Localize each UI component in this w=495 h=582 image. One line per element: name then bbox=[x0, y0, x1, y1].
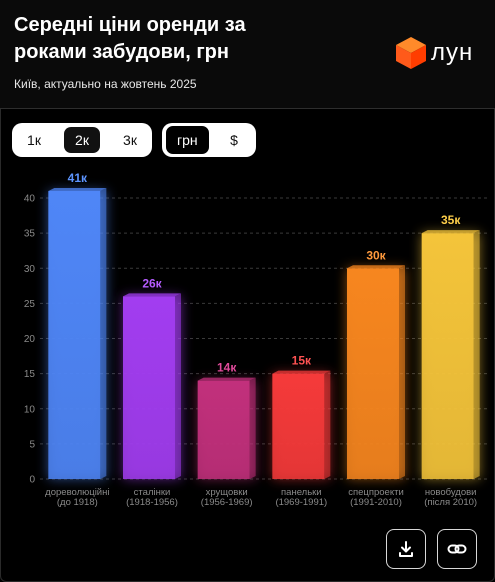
bar-side bbox=[175, 293, 181, 479]
toggle-2k[interactable]: 2к bbox=[64, 127, 100, 153]
download-icon bbox=[396, 539, 416, 559]
currency-toggle: грн $ bbox=[162, 123, 256, 157]
x-tick-label: (1956-1969) bbox=[201, 497, 253, 508]
y-tick-label: 10 bbox=[24, 404, 36, 415]
bar-value-label: 30к bbox=[366, 248, 386, 262]
bar-value-label: 35к bbox=[441, 213, 461, 227]
bar bbox=[123, 296, 175, 479]
bar-side bbox=[474, 230, 480, 479]
y-tick-label: 30 bbox=[24, 264, 36, 275]
x-tick-label: (1918-1956) bbox=[126, 497, 178, 508]
bar-top bbox=[123, 293, 181, 296]
bar-value-label: 15к bbox=[292, 354, 312, 368]
toggle-uah[interactable]: грн bbox=[166, 126, 209, 154]
bar-side bbox=[324, 371, 330, 479]
y-tick-label: 25 bbox=[24, 299, 36, 310]
logo-text: лун bbox=[431, 39, 473, 67]
toggle-3k[interactable]: 3к bbox=[112, 127, 148, 153]
bar-side bbox=[100, 188, 106, 479]
bar-side bbox=[250, 378, 256, 479]
bar-value-label: 26к bbox=[142, 276, 162, 290]
bar bbox=[422, 233, 474, 479]
toggle-usd[interactable]: $ bbox=[216, 127, 252, 153]
bar bbox=[347, 268, 399, 479]
bar-value-label: 14к bbox=[217, 361, 237, 375]
bar-value-label: 41к bbox=[68, 171, 88, 185]
toggle-1k[interactable]: 1к bbox=[16, 127, 52, 153]
chart-subtitle: Київ, актуально на жовтень 2025 bbox=[14, 77, 197, 91]
x-tick-label: (1969-1991) bbox=[275, 497, 327, 508]
y-tick-label: 35 bbox=[24, 229, 36, 240]
room-count-toggle: 1к 2к 3к bbox=[12, 123, 152, 157]
link-icon bbox=[447, 539, 467, 559]
bar-top bbox=[272, 371, 330, 374]
bar-top bbox=[198, 378, 256, 381]
y-tick-label: 0 bbox=[29, 475, 35, 486]
y-tick-label: 15 bbox=[24, 369, 36, 380]
bar-top bbox=[48, 188, 106, 191]
download-button[interactable] bbox=[386, 529, 426, 569]
x-tick-label: (1991-2010) bbox=[350, 497, 402, 508]
y-tick-label: 5 bbox=[29, 439, 35, 450]
x-tick-label: (до 1918) bbox=[57, 497, 98, 508]
bar-top bbox=[422, 230, 480, 233]
y-tick-label: 40 bbox=[24, 194, 36, 205]
x-tick-label: (після 2010) bbox=[424, 497, 477, 508]
bar-top bbox=[347, 265, 405, 268]
chart-title: Середні ціни оренди за роками забудови, … bbox=[14, 12, 314, 66]
y-tick-label: 20 bbox=[24, 334, 36, 345]
copy-link-button[interactable] bbox=[437, 529, 477, 569]
bar bbox=[48, 191, 100, 479]
bar-side bbox=[399, 265, 405, 479]
header: Середні ціни оренди за роками забудови, … bbox=[0, 0, 495, 109]
bar bbox=[272, 374, 324, 479]
bar bbox=[198, 381, 250, 479]
lun-logo-icon bbox=[394, 36, 428, 70]
